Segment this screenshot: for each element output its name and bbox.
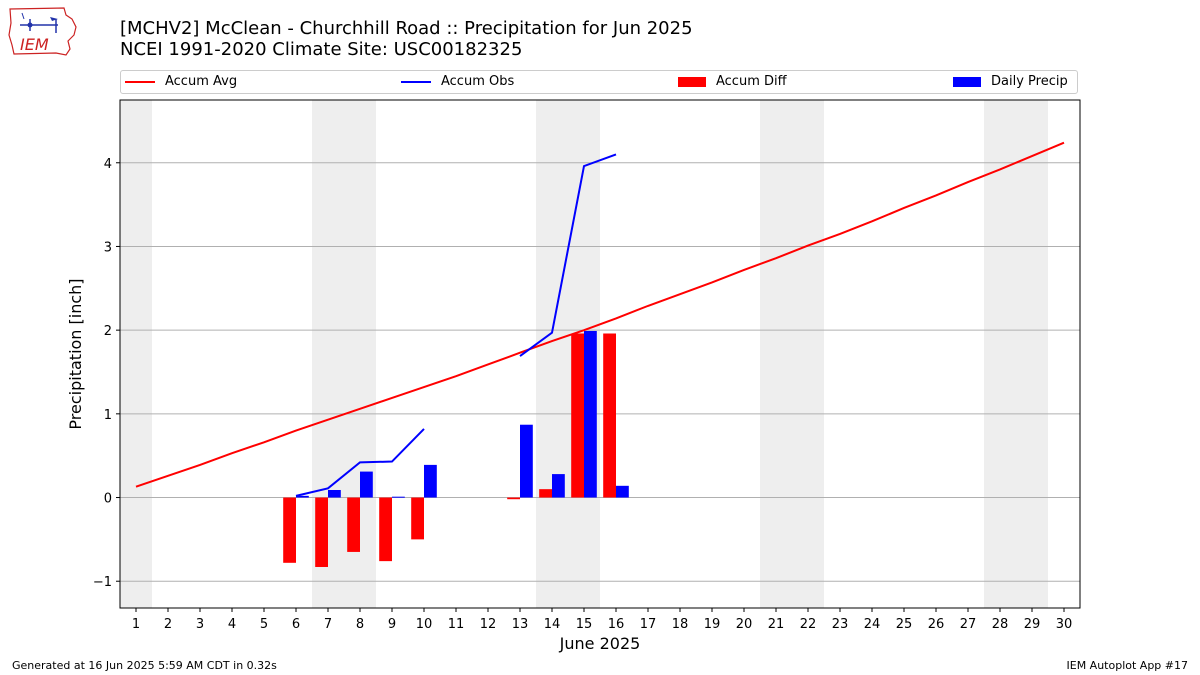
x-tick-label: 16 xyxy=(608,617,625,632)
iem-logo: IEM xyxy=(6,5,82,63)
x-tick-label: 8 xyxy=(356,617,364,632)
title-line-1: [MCHV2] McClean - Churchhill Road :: Pre… xyxy=(120,18,693,39)
lines xyxy=(135,141,1065,497)
accum-diff-bar xyxy=(539,489,552,498)
x-tick-label: 21 xyxy=(768,617,785,632)
legend-label-accum-diff: Accum Diff xyxy=(716,74,787,89)
y-tick-label: 1 xyxy=(104,408,112,423)
x-tick-label: 1 xyxy=(132,617,140,632)
legend-item-accum-avg: Accum Avg xyxy=(125,74,237,89)
daily-precip-bar xyxy=(392,496,405,498)
daily-precip-bar xyxy=(552,474,565,498)
accum-diff-bar xyxy=(315,497,328,567)
legend-item-daily-precip: Daily Precip xyxy=(953,74,1068,89)
x-tick-label: 5 xyxy=(260,617,268,632)
weekend-band xyxy=(760,100,824,608)
x-tick-label: 18 xyxy=(672,617,689,632)
x-tick-label: 6 xyxy=(292,617,300,632)
bars xyxy=(283,330,629,567)
x-tick-label: 25 xyxy=(896,617,913,632)
x-tick-label: 23 xyxy=(832,617,849,632)
x-tick-label: 28 xyxy=(992,617,1009,632)
y-tick-label: 0 xyxy=(104,492,112,507)
x-axis: 1 2 3 4 5 6 7 8 9 10 11 12 13 14 15 16 17 18 19 20 21 22 23 24 2… xyxy=(132,608,1072,632)
chart-title: [MCHV2] McClean - Churchhill Road :: Pre… xyxy=(120,18,693,60)
x-tick-label: 22 xyxy=(800,617,817,632)
x-tick-label: 19 xyxy=(704,617,721,632)
y-tick-label: 4 xyxy=(104,157,112,172)
x-tick-label: 4 xyxy=(228,617,236,632)
legend-label-daily-precip: Daily Precip xyxy=(991,74,1068,89)
daily-precip-bar xyxy=(616,485,629,498)
x-tick-label: 26 xyxy=(928,617,945,632)
plot-frame xyxy=(119,99,1081,609)
x-axis-label: June 2025 xyxy=(559,634,641,653)
legend-item-accum-diff: Accum Diff xyxy=(678,74,787,89)
weekend-band xyxy=(984,100,1048,608)
x-tick-label: 9 xyxy=(388,617,396,632)
accum-diff-bar xyxy=(603,333,616,498)
accum-diff-bar xyxy=(347,497,360,552)
generated-timestamp: Generated at 16 Jun 2025 5:59 AM CDT in … xyxy=(12,659,277,672)
daily-precip-bar xyxy=(424,464,437,498)
legend-swatch-daily-precip xyxy=(953,76,981,87)
x-tick-label: 11 xyxy=(448,617,465,632)
x-tick-label: 17 xyxy=(640,617,657,632)
legend-swatch-accum-diff xyxy=(678,76,706,87)
daily-precip-bar xyxy=(584,330,597,498)
y-tick-label: 2 xyxy=(104,324,112,339)
x-tick-label: 24 xyxy=(864,617,881,632)
x-tick-label: 14 xyxy=(544,617,561,632)
weekend-band xyxy=(120,100,152,608)
legend-swatch-accum-obs xyxy=(401,80,431,83)
y-axis: −1 0 1 2 3 4 xyxy=(93,157,120,590)
accum-diff-bar xyxy=(571,333,584,498)
x-tick-label: 30 xyxy=(1056,617,1073,632)
x-tick-label: 20 xyxy=(736,617,753,632)
legend-label-accum-avg: Accum Avg xyxy=(165,74,238,89)
x-tick-label: 15 xyxy=(576,617,593,632)
accum-diff-bar xyxy=(507,497,520,500)
accum-obs-line xyxy=(295,428,425,497)
accum-obs-line xyxy=(519,153,617,357)
accum-diff-bar xyxy=(283,497,296,563)
daily-precip-bar xyxy=(328,489,341,498)
x-tick-label: 3 xyxy=(196,617,204,632)
y-axis-label: Precipitation [inch] xyxy=(66,278,85,429)
chart-legend: Accum Avg Accum Obs Accum Diff Daily Pre… xyxy=(120,70,1078,94)
x-tick-label: 29 xyxy=(1024,617,1041,632)
legend-swatch-accum-avg xyxy=(125,80,155,83)
x-tick-label: 27 xyxy=(960,617,977,632)
legend-item-accum-obs: Accum Obs xyxy=(401,74,514,89)
accum-diff-bar xyxy=(379,497,392,562)
y-tick-label: −1 xyxy=(93,575,112,590)
daily-precip-bar xyxy=(296,495,309,498)
x-tick-label: 13 xyxy=(512,617,529,632)
legend-label-accum-obs: Accum Obs xyxy=(441,74,515,89)
logo-text: IEM xyxy=(20,35,49,54)
y-tick-label: 3 xyxy=(104,240,112,255)
accum-diff-bar xyxy=(411,497,424,540)
x-tick-label: 12 xyxy=(480,617,497,632)
daily-precip-bar xyxy=(360,471,373,498)
x-tick-label: 7 xyxy=(324,617,332,632)
accum-avg-line xyxy=(135,141,1065,488)
title-line-2: NCEI 1991-2020 Climate Site: USC00182325 xyxy=(120,39,523,60)
gridlines xyxy=(120,162,1080,582)
app-label: IEM Autoplot App #17 xyxy=(1066,659,1189,672)
weekend-bands xyxy=(120,100,1048,608)
x-tick-label: 2 xyxy=(164,617,172,632)
x-tick-label: 10 xyxy=(416,617,433,632)
daily-precip-bar xyxy=(520,424,533,498)
